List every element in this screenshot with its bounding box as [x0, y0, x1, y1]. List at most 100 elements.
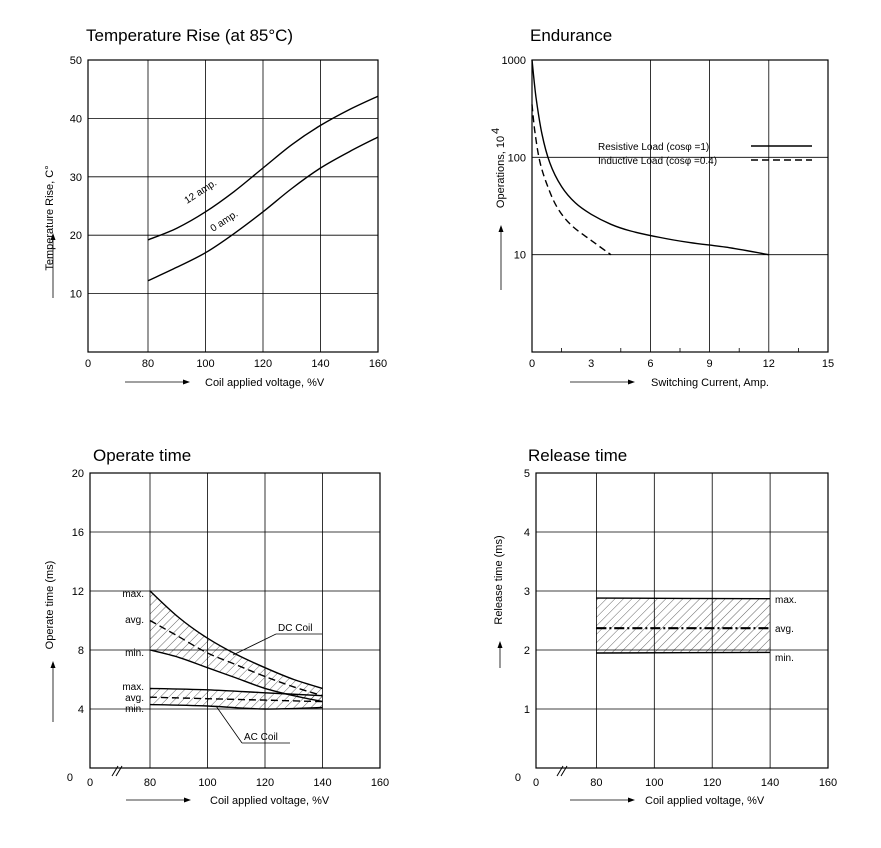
- y-tick-label: 5: [524, 468, 530, 480]
- x-tick-label: 3: [588, 358, 594, 370]
- x-tick-label: 0: [87, 777, 93, 789]
- release-time-frame: [535, 472, 829, 769]
- endurance-chart: Endurance 0 3 6 9 12 15 10 100 1000 Resi…: [490, 26, 834, 389]
- level-label-ac-avg: avg.: [125, 693, 144, 704]
- series-line-inductive-load: [531, 104, 612, 256]
- x-tick-label: 80: [590, 777, 602, 789]
- operate-time-frame: [89, 472, 381, 769]
- level-label-dc-max: max.: [122, 589, 144, 600]
- temperature-rise-chart: Temperature Rise (at 85°C) 0 80 100 120 …: [44, 26, 387, 389]
- endurance-title: Endurance: [530, 26, 612, 45]
- y-tick-label: 10: [70, 289, 82, 301]
- x-axis-arrow: [570, 379, 635, 385]
- endurance-frame: [531, 59, 829, 353]
- legend-label-inductive: Inductive Load (cosφ =0.4): [598, 156, 717, 167]
- legend-label-resistive: Resistive Load (cosφ =1): [598, 142, 709, 153]
- y-tick-label: 20: [72, 468, 84, 480]
- operate-time-grid: [90, 473, 380, 768]
- y-tick-label: 1: [524, 704, 530, 716]
- x-tick-label: 6: [647, 358, 653, 370]
- release-time-x-ticks: 0 80 100 120 140 160: [533, 777, 837, 789]
- x-tick-label: 0: [85, 358, 91, 370]
- x-tick-label: 100: [645, 777, 663, 789]
- level-label-dc-min: min.: [125, 648, 144, 659]
- x-tick-label: 100: [196, 358, 214, 370]
- x-tick-label: 120: [254, 358, 272, 370]
- x-tick-label: 140: [761, 777, 779, 789]
- x-tick-label: 12: [763, 358, 775, 370]
- x-tick-label: 160: [371, 777, 389, 789]
- y-tick-label: 10: [514, 250, 526, 262]
- series-line-ac-max: [149, 687, 323, 697]
- label-0-amp: 0 amp.: [209, 209, 241, 235]
- operate-time-x-title: Coil applied voltage, %V: [210, 795, 330, 807]
- operate-time-title: Operate time: [93, 446, 191, 465]
- endurance-grid: [532, 60, 828, 352]
- release-time-chart: Release time 0 80 100 120 140 160 1 2 3 …: [493, 446, 837, 807]
- x-tick-label: 160: [369, 358, 387, 370]
- release-time-y-ticks: 1 2 3 4 5: [524, 468, 530, 716]
- x-tick-label: 140: [313, 777, 331, 789]
- series-line-ac-min: [149, 703, 323, 710]
- operate-time-y-ticks: 4 8 12 16 20: [72, 468, 84, 716]
- endurance-y-title-text: Operations, 10: [495, 136, 507, 208]
- series-line-dc-avg: [149, 619, 323, 697]
- operate-time-x-ticks: 0 80 100 120 140 160: [87, 777, 389, 789]
- x-tick-label: 0: [529, 358, 535, 370]
- y-tick-label: 20: [70, 230, 82, 242]
- level-label-release-avg: avg.: [775, 624, 794, 635]
- x-tick-label: 160: [819, 777, 837, 789]
- x-tick-label: 9: [707, 358, 713, 370]
- y-tick-label-zero: 0: [515, 772, 521, 784]
- temperature-rise-frame: [87, 59, 379, 353]
- series-line-ac-avg: [149, 696, 323, 703]
- series-line-release-min: [596, 651, 771, 654]
- series-line-dc-max: [149, 590, 323, 690]
- y-tick-label: 100: [508, 152, 526, 164]
- x-tick-label: 80: [144, 777, 156, 789]
- x-tick-label: 15: [822, 358, 834, 370]
- x-axis-arrow: [125, 379, 190, 385]
- operate-time-y-title: Operate time (ms): [44, 561, 56, 650]
- x-tick-label: 100: [198, 777, 216, 789]
- ac-coil-label: AC Coil: [244, 732, 278, 743]
- y-axis-arrow: [50, 661, 56, 722]
- y-tick-label: 4: [78, 704, 84, 716]
- x-tick-label: 120: [703, 777, 721, 789]
- ac-coil-callout: AC Coil: [215, 705, 290, 744]
- endurance-x-title: Switching Current, Amp.: [651, 377, 769, 389]
- temperature-rise-x-ticks: 0 80 100 120 140 160: [85, 358, 387, 370]
- temperature-rise-title: Temperature Rise (at 85°C): [86, 26, 293, 45]
- dc-coil-callout: DC Coil: [232, 623, 322, 656]
- endurance-y-ticks: 10 100 1000: [502, 55, 526, 262]
- endurance-legend: Resistive Load (cosφ =1) Inductive Load …: [598, 142, 812, 167]
- release-time-title: Release time: [528, 446, 627, 465]
- x-axis-arrow: [126, 797, 191, 803]
- level-label-dc-avg: avg.: [125, 615, 144, 626]
- temperature-rise-y-title: Temperature Rise, C°: [44, 165, 56, 270]
- endurance-x-ticks: 0 3 6 9 12 15: [529, 358, 834, 370]
- axis-break-mark: [111, 765, 123, 777]
- series-line-dc-min: [149, 649, 323, 703]
- y-tick-label: 1000: [502, 55, 526, 67]
- x-tick-label: 0: [533, 777, 539, 789]
- temperature-rise-grid: [88, 60, 378, 352]
- x-axis-arrow: [570, 797, 635, 803]
- dc-coil-label: DC Coil: [278, 623, 312, 634]
- y-tick-label: 3: [524, 586, 530, 598]
- x-tick-label: 80: [142, 358, 154, 370]
- y-tick-label: 16: [72, 527, 84, 539]
- y-tick-label: 50: [70, 55, 82, 67]
- operate-time-chart: Operate time 0 80 100 120 140 160 4 8 12…: [44, 446, 389, 807]
- series-line-resistive-load: [531, 59, 769, 256]
- y-tick-label: 2: [524, 645, 530, 657]
- dc-coil-hatched-band: [150, 591, 323, 702]
- temperature-rise-y-ticks: 10 20 30 40 50: [70, 55, 82, 301]
- series-line-release-max: [596, 597, 771, 600]
- label-12-amp: 12 amp.: [183, 178, 219, 207]
- y-tick-label: 30: [70, 172, 82, 184]
- x-tick-label: 120: [256, 777, 274, 789]
- series-line-0-amp: [147, 136, 379, 282]
- y-tick-label-zero: 0: [67, 772, 73, 784]
